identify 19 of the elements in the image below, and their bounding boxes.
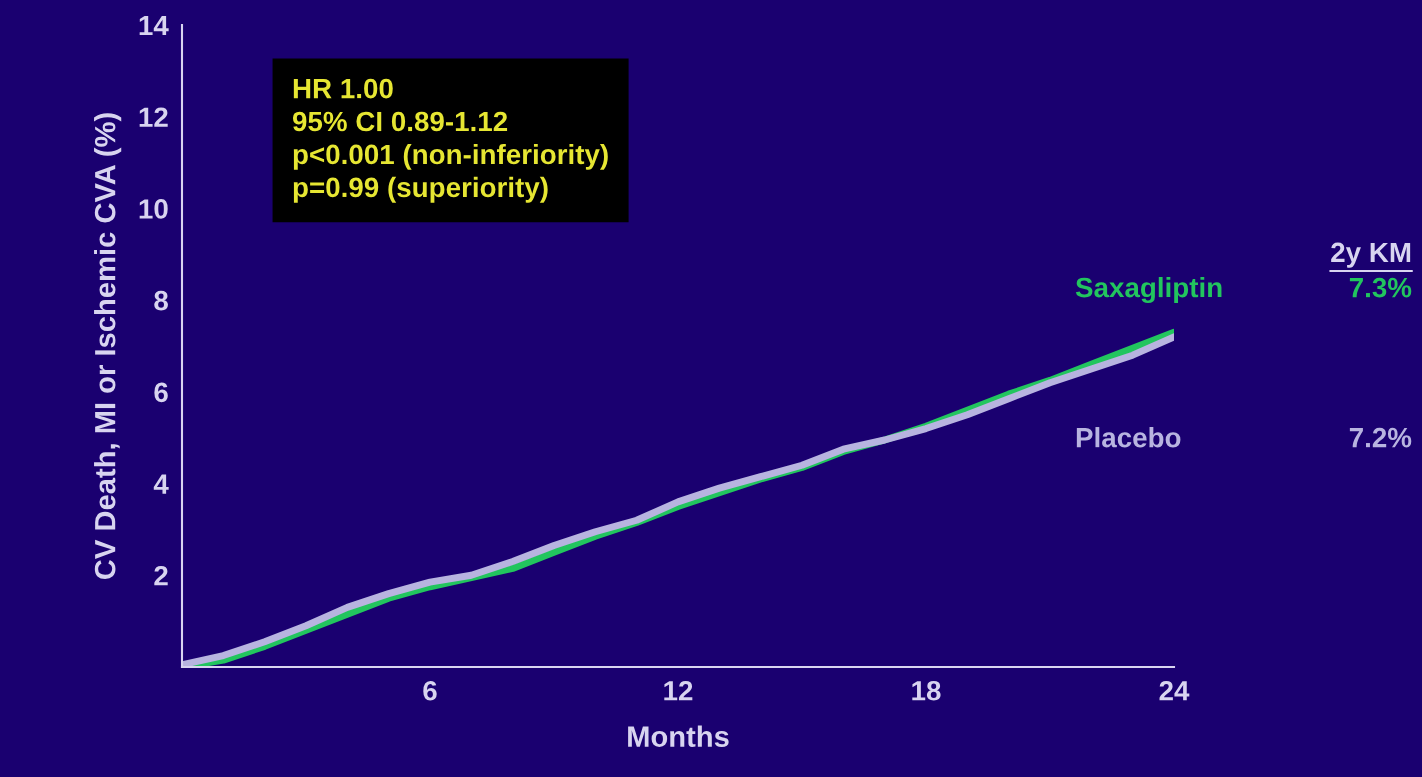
annotation: HR 1.00 95% CI 0.89-1.12 p<0.001 (non-inferiority) p=0.99 (superiority) — [292, 78, 608, 203]
y-tick-label: 2 — [154, 565, 168, 586]
text: 7.2% — [1349, 427, 1412, 448]
series-label: Placebo — [1076, 427, 1181, 448]
x-axis-title: Months — [628, 725, 729, 747]
x-tick-label: 12 — [664, 680, 693, 701]
x-tick-label: 18 — [912, 680, 941, 701]
x-tick-label: 6 — [423, 680, 437, 701]
y-tick-label: 4 — [153, 474, 169, 494]
y-tick-label: 6 — [154, 382, 168, 403]
y-tick-label: 12 — [139, 107, 168, 127]
text: 7.3% — [1349, 277, 1412, 298]
y-tick-label: 14 — [139, 15, 169, 36]
text: 2y KM — [1331, 242, 1411, 268]
y-axis-title: CV Death, MI or Ischemic CVA (%) — [94, 113, 122, 579]
y-tick-label: 10 — [139, 199, 168, 219]
series-label: Saxagliptin — [1075, 276, 1222, 304]
y-tick-label: 8 — [154, 290, 168, 311]
x-tick-label: 24 — [1159, 680, 1190, 701]
